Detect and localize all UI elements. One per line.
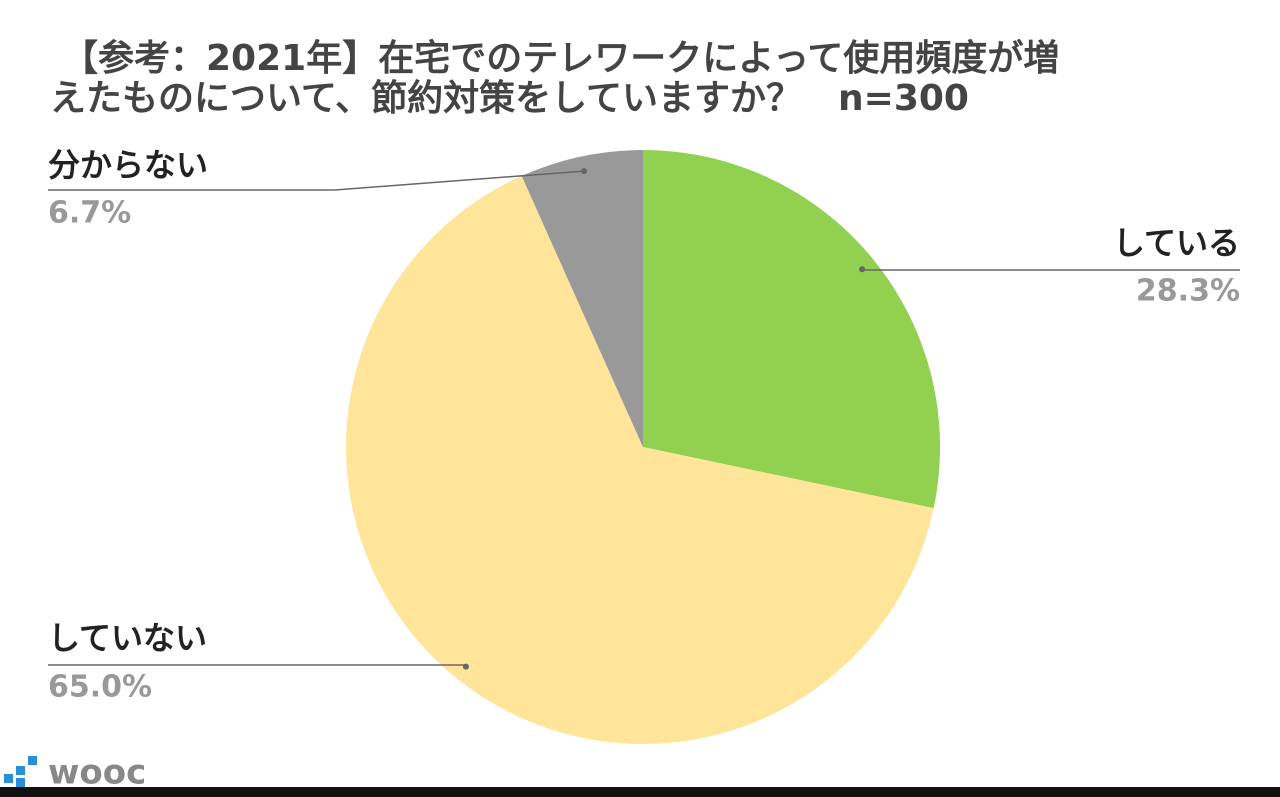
logo: wooc: [4, 753, 146, 793]
leader-dot: [581, 168, 588, 175]
slice-label: している: [1113, 224, 1240, 262]
logo-block: [4, 774, 13, 783]
logo-block: [16, 766, 25, 775]
slice-label: していない: [48, 619, 207, 657]
value-label: 65.0%: [48, 670, 152, 705]
value-label: 28.3%: [1136, 274, 1240, 309]
value-label: 6.7%: [48, 196, 131, 231]
chart-title: 【参考：2021年】在宅でのテレワークによって使用頻度が増: [62, 37, 1059, 79]
leader-line: [861, 269, 1240, 271]
leader-line: [48, 170, 585, 191]
bottom-bar: [0, 787, 1280, 797]
pie-slice: [643, 150, 940, 509]
logo-text: wooc: [48, 753, 146, 793]
logo-block: [16, 778, 25, 787]
pie-slice: [345, 175, 934, 745]
chart-title: えたものについて、節約対策をしていますか？ n=300: [50, 78, 969, 119]
leader-dot: [859, 266, 866, 273]
pie-slice: [521, 150, 643, 447]
leader-dot: [462, 663, 469, 670]
slice-label: 分からない: [48, 146, 208, 184]
logo-block: [28, 756, 37, 765]
